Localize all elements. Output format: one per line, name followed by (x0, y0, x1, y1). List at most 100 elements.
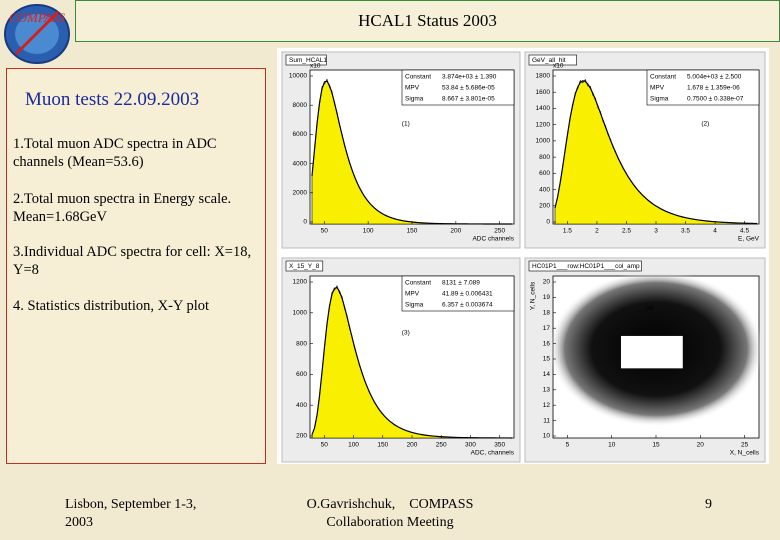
plot-title: Sum_HCAL1 (289, 57, 327, 64)
y-tick-label: 1000 (293, 310, 308, 317)
y-tick-label: 200 (539, 202, 550, 209)
stat-name: Constant (405, 280, 431, 287)
logo-needle (14, 10, 60, 56)
empty-region (620, 335, 683, 369)
y-tick-label: 12 (543, 402, 551, 409)
plot-title-box (528, 260, 642, 272)
x-tick-label: 5 (566, 442, 570, 449)
x-axis-label: ADC, channels (471, 450, 515, 457)
x-tick-label: 4 (713, 228, 717, 235)
y-tick-label: 0 (546, 219, 550, 226)
x-tick-label: 50 (321, 442, 329, 449)
x-tick-label: 1.5 (563, 228, 572, 235)
x-tick-label: 25 (741, 442, 749, 449)
x-tick-label: 3 (654, 228, 658, 235)
y-tick-label: 19 (543, 294, 551, 301)
x-tick-label: 50 (321, 228, 329, 235)
plot-image: Sum_HCAL1 x10 Constant 3.874e+03 ± 1.390 MPV… (277, 48, 769, 464)
stats-box (646, 69, 760, 106)
y-tick-label: 2000 (293, 190, 308, 197)
x-tick-label: 15 (652, 442, 660, 449)
y-tick-label: 11 (543, 417, 550, 424)
y-tick-label: 600 (296, 371, 307, 378)
stat-value: 8.667 ± 3.801e-05 (442, 96, 495, 103)
y-tick-label: 800 (539, 154, 550, 161)
plot-title-box (528, 54, 577, 66)
y-tick-label: 1200 (293, 279, 308, 286)
list-item: 4. Statistics distribution, X-Y plot (13, 298, 210, 314)
footer-center: O.Gavrishchuk, COMPASS Collaboration Mee… (306, 497, 477, 530)
x-tick-label: 100 (363, 228, 374, 235)
x-tick-label: 10 (608, 442, 616, 449)
stats-box (401, 69, 515, 106)
x-axis-label: E, GeV (738, 236, 760, 243)
x-tick-label: 3.5 (681, 228, 690, 235)
y-tick-label: 0 (303, 219, 307, 226)
stat-name: MPV (405, 291, 420, 298)
list-item: 1.Total muon ADC spectra in ADC channels… (13, 136, 217, 170)
stat-value: 53.84 ± 5.686e-05 (442, 85, 495, 92)
plot-title: X_15_Y_8 (289, 263, 320, 270)
y-tick-label: 1200 (536, 121, 551, 128)
plot-label: (2) (701, 121, 709, 128)
x-tick-label: 200 (450, 228, 461, 235)
stat-name: Sigma (405, 302, 424, 309)
stat-name: Constant (650, 74, 676, 81)
fit-curve (554, 80, 758, 225)
logo-text: COMPASS (9, 10, 66, 25)
fit-curve (311, 287, 513, 439)
x-tick-label: 200 (407, 442, 418, 449)
stat-value: 41.89 ± 0.006431 (442, 291, 493, 298)
stat-name: MPV (405, 85, 420, 92)
list-item: 3.Individual ADC spectra for cell: X=18,… (13, 244, 252, 278)
stat-value: 8131 ± 7.089 (442, 280, 480, 287)
heading: Muon tests 22.09.2003 (25, 89, 200, 110)
x-tick-label: 250 (494, 228, 505, 235)
x-tick-label: 4.5 (740, 228, 749, 235)
y-tick-label: 13 (543, 387, 551, 394)
y-tick-label: 600 (539, 170, 550, 177)
x-tick-label: 250 (436, 442, 447, 449)
text-panel: Muon tests 22.09.2003 1.Total muon ADC s… (6, 68, 266, 464)
slide-title: HCAL1 Status 2003 (358, 11, 497, 30)
plot-title-box (285, 260, 324, 272)
x-tick-label: 150 (407, 228, 418, 235)
x-tick-label: 100 (348, 442, 359, 449)
axis-multiplier: x10 (553, 63, 564, 70)
plot-label: (4) (646, 305, 654, 312)
stat-value: 0.7500 ± 0.338e-07 (687, 96, 744, 103)
logo: COMPASS (4, 4, 70, 64)
stat-name: Sigma (405, 96, 424, 103)
y-tick-label: 17 (543, 325, 551, 332)
y-tick-label: 20 (543, 279, 551, 286)
page-number: 9 (705, 497, 712, 512)
y-tick-label: 1000 (536, 138, 551, 145)
plot-title: HC01P1___row:HC01P1___col_amp (532, 263, 640, 270)
plot-title: GeV_all_hit (532, 57, 566, 64)
y-tick-label: 14 (543, 371, 551, 378)
stat-value: 3.874e+03 ± 1.390 (442, 74, 497, 81)
x-tick-label: 300 (465, 442, 476, 449)
x-tick-label: 2 (595, 228, 599, 235)
y-axis-label: Y, N_cells (530, 281, 537, 310)
stat-value: 6.357 ± 0.003674 (442, 302, 493, 309)
stat-name: MPV (650, 85, 665, 92)
x-tick-label: 20 (697, 442, 705, 449)
y-tick-label: 1400 (536, 105, 551, 112)
y-tick-label: 800 (296, 340, 307, 347)
plot-title-box (285, 54, 327, 66)
x-axis-label: X, N_cells (730, 450, 760, 457)
y-tick-label: 400 (539, 186, 550, 193)
y-tick-label: 10000 (289, 73, 307, 80)
plot-label: (1) (402, 121, 410, 128)
y-tick-label: 18 (543, 310, 551, 317)
x-tick-label: 2.5 (622, 228, 631, 235)
y-tick-label: 1600 (536, 89, 551, 96)
y-tick-label: 4000 (293, 160, 308, 167)
plot-label: (3) (402, 329, 410, 336)
y-tick-label: 6000 (293, 131, 308, 138)
stat-value: 1.678 ± 1.359e-06 (687, 85, 740, 92)
stat-name: Sigma (650, 96, 669, 103)
x-axis-label: ADC channels (472, 236, 514, 243)
